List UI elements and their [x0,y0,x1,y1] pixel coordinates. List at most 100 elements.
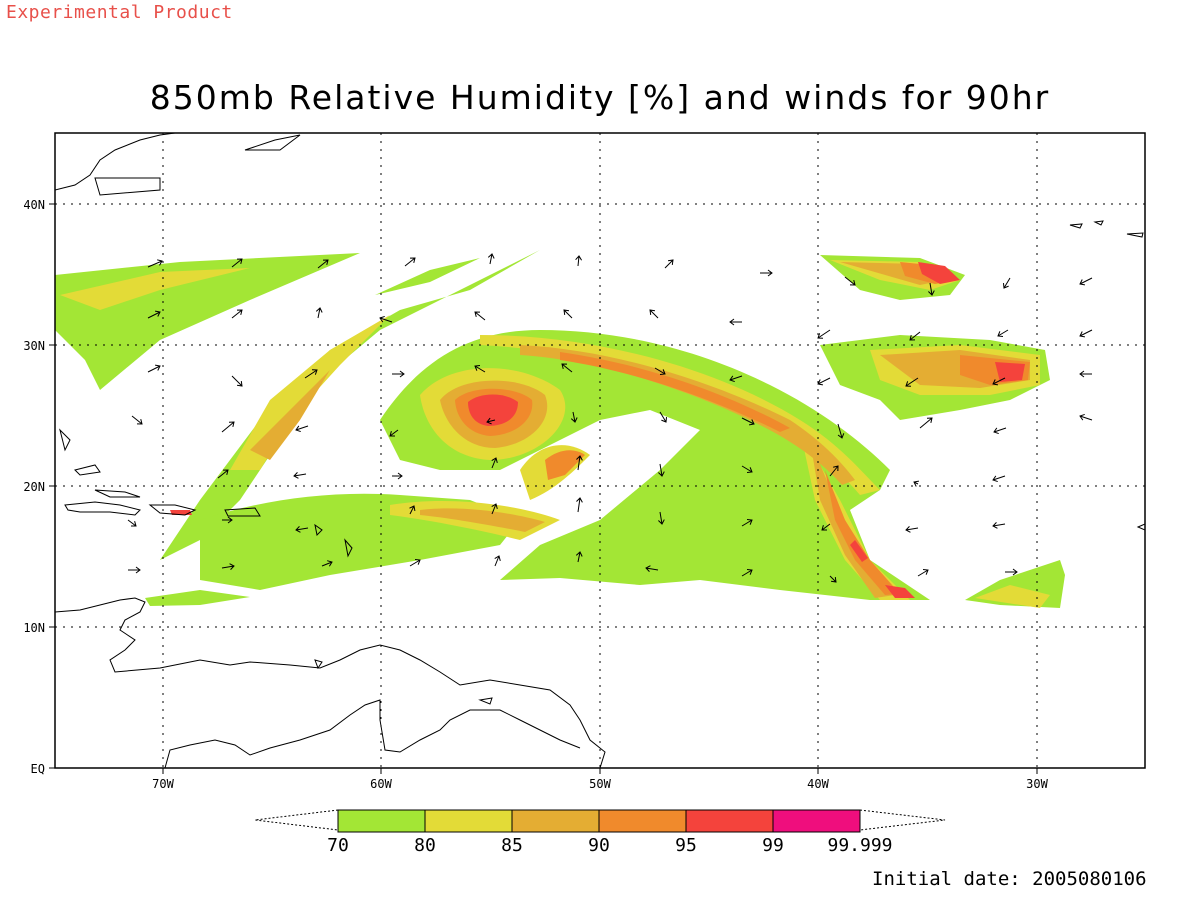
wind-arrow [659,411,668,423]
wind-arrow [409,505,416,515]
lat-label-40n: 40N [23,198,45,212]
wind-arrow [147,364,161,373]
wind-arrow [487,253,495,265]
map-title: 850mb Relative Humidity [%] and winds fo… [149,78,1051,117]
wind-arrow [1079,277,1093,286]
wind-arrow [817,377,831,386]
wind-arrow [217,469,229,479]
wind-arrow [222,516,233,524]
wind-arrow [231,258,243,268]
wind-arrow [221,421,235,433]
wind-arrow [729,375,743,383]
wind-arrow [919,417,933,429]
colorbar-label-70: 70 [327,835,349,856]
colorbar-cell [598,809,687,833]
lat-label-30n: 30N [23,339,45,353]
humidity-field [55,250,1065,608]
wind-arrow [491,503,498,515]
wind-arrow [649,309,659,319]
wind-arrow [905,526,919,533]
wind-arrow [1079,329,1093,338]
wind-arrow [389,429,399,437]
wind-arrow [575,255,583,267]
wind-arrow [128,566,141,574]
wind-arrow [913,480,920,487]
wind-arrow [147,310,161,319]
tick-marks [49,203,1038,774]
colorbar-cell [424,809,513,833]
wind-arrow [379,315,393,323]
wind-vectors [127,253,1093,583]
colorbar-left-extension [254,809,339,831]
wind-arrow [494,555,501,567]
wind-arrow [491,457,498,469]
initial-date: Initial date: 2005080106 [872,868,1147,890]
colorbar-label-85: 85 [501,835,523,856]
colorbar-label-99: 99 [762,835,784,856]
wind-arrow [474,311,486,321]
wind-arrow [221,563,235,570]
wind-arrow [993,427,1007,435]
wind-arrow [658,463,665,477]
rh-95-layer [170,262,1025,598]
colorbar-cell [685,809,774,833]
wind-arrow [486,417,496,425]
wind-arrow [315,307,323,319]
wind-arrow [992,475,1006,483]
wind-arrow [928,282,935,296]
wind-arrow [304,369,318,379]
wind-arrow [293,472,307,479]
wind-arrow [131,415,143,425]
wind-arrow [392,472,403,480]
wind-arrow [741,465,753,474]
colorbar-label-90: 90 [588,835,610,856]
wind-arrow [664,259,674,269]
wind-arrow [817,329,831,339]
wind-arrow [295,526,309,533]
wind-arrow [992,522,1006,529]
wind-arrow [404,257,416,267]
wind-arrow [231,309,243,319]
wind-arrow [760,269,773,277]
colorbar-cell [772,809,861,833]
wind-arrow [231,375,243,387]
lon-label-40w: 40W [807,777,829,791]
colorbar-cell [337,809,426,833]
wind-arrow [1079,370,1092,378]
colorbar-label-99999: 99.999 [827,835,892,856]
wind-arrow [654,367,666,376]
wind-arrow [829,465,839,477]
wind-arrow [392,370,405,378]
lat-label-20n: 20N [23,480,45,494]
wind-arrow [997,329,1009,338]
wind-arrow [561,363,573,373]
wind-arrow [844,276,856,286]
graticule [55,133,1145,768]
wind-arrow [821,523,831,531]
plot-frame [54,132,1146,769]
wind-arrow [474,364,486,373]
wind-arrow [905,377,919,387]
wind-arrow [295,425,309,433]
rh-70-layer [55,250,1065,608]
wind-arrow [575,551,583,563]
wind-arrow [917,568,929,577]
colorbar-right-extension [859,809,946,831]
wind-arrow [576,497,583,513]
wind-arrow [570,411,578,423]
wind-arrow [992,377,1006,386]
wind-arrow [321,560,333,567]
lon-label-50w: 50W [589,777,611,791]
wind-arrow [837,423,845,439]
wind-arrow [645,565,659,572]
experimental-product-label: Experimental Product [6,2,233,23]
wind-arrow [741,417,755,426]
wind-arrow [147,259,163,268]
coastlines [55,133,1145,768]
wind-arrow [317,259,329,269]
colorbar-cell [511,809,600,833]
lon-label-30w: 30W [1026,777,1048,791]
wind-arrow [741,518,753,527]
wind-arrow [729,318,742,326]
